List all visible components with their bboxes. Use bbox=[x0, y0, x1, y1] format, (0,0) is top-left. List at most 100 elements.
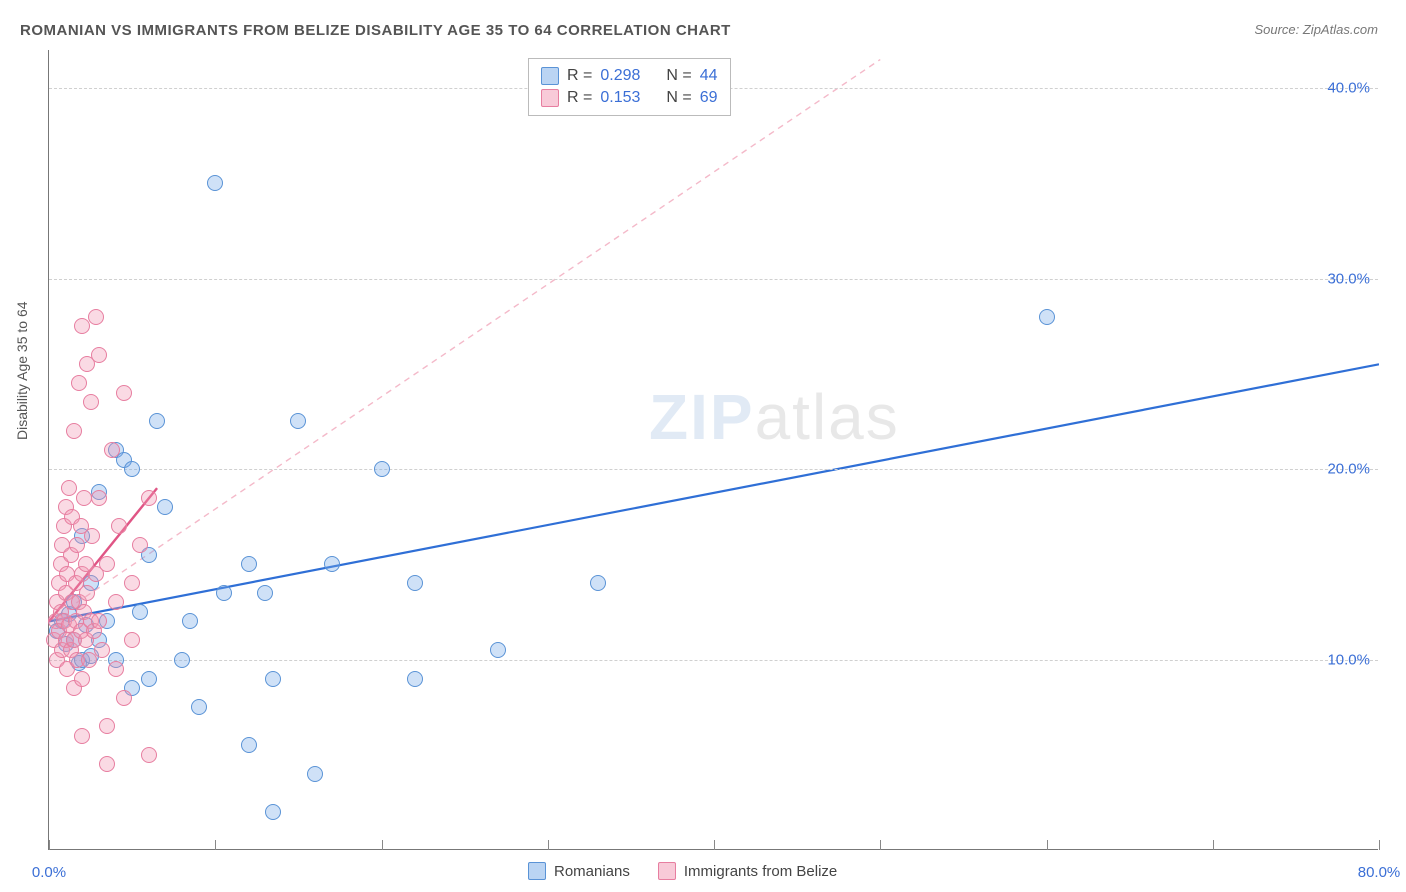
data-point bbox=[182, 613, 198, 629]
data-point bbox=[99, 756, 115, 772]
data-point bbox=[407, 575, 423, 591]
stats-n-label: N = bbox=[666, 89, 691, 107]
x-tick bbox=[1047, 840, 1048, 850]
data-point bbox=[307, 766, 323, 782]
x-tick bbox=[1213, 840, 1214, 850]
data-point bbox=[207, 175, 223, 191]
stats-row: R = 0.153 N = 69 bbox=[541, 87, 718, 109]
data-point bbox=[141, 747, 157, 763]
data-point bbox=[241, 737, 257, 753]
data-point bbox=[74, 671, 90, 687]
data-point bbox=[174, 652, 190, 668]
x-tick bbox=[1379, 840, 1380, 850]
stats-r-label: R = bbox=[567, 67, 592, 85]
source-name: ZipAtlas.com bbox=[1303, 22, 1378, 37]
data-point bbox=[91, 613, 107, 629]
data-point bbox=[124, 461, 140, 477]
y-axis-label: Disability Age 35 to 64 bbox=[14, 301, 30, 440]
x-tick bbox=[714, 840, 715, 850]
watermark-bold: ZIP bbox=[649, 381, 755, 453]
data-point bbox=[374, 461, 390, 477]
data-point bbox=[91, 347, 107, 363]
legend-label: Romanians bbox=[554, 863, 630, 880]
stats-r-value: 0.153 bbox=[600, 89, 640, 107]
data-point bbox=[84, 528, 100, 544]
stats-n-label: N = bbox=[666, 67, 691, 85]
gridline bbox=[49, 279, 1378, 280]
data-point bbox=[99, 718, 115, 734]
data-point bbox=[590, 575, 606, 591]
x-tick bbox=[382, 840, 383, 850]
legend-swatch-pink bbox=[658, 862, 676, 880]
data-point bbox=[290, 413, 306, 429]
data-point bbox=[66, 423, 82, 439]
stats-r-label: R = bbox=[567, 89, 592, 107]
data-point bbox=[104, 442, 120, 458]
data-point bbox=[108, 594, 124, 610]
legend-item: Romanians bbox=[528, 862, 630, 880]
data-point bbox=[407, 671, 423, 687]
data-point bbox=[94, 642, 110, 658]
source-attribution: Source: ZipAtlas.com bbox=[1254, 22, 1378, 37]
data-point bbox=[141, 671, 157, 687]
gridline bbox=[49, 660, 1378, 661]
data-point bbox=[88, 309, 104, 325]
data-point bbox=[216, 585, 232, 601]
stats-swatch-blue bbox=[541, 67, 559, 85]
data-point bbox=[124, 632, 140, 648]
data-point bbox=[157, 499, 173, 515]
data-point bbox=[76, 490, 92, 506]
stats-swatch-pink bbox=[541, 89, 559, 107]
source-prefix: Source: bbox=[1254, 22, 1302, 37]
data-point bbox=[132, 537, 148, 553]
data-point bbox=[99, 556, 115, 572]
stats-r-value: 0.298 bbox=[600, 67, 640, 85]
legend-item: Immigrants from Belize bbox=[658, 862, 837, 880]
data-point bbox=[241, 556, 257, 572]
data-point bbox=[116, 385, 132, 401]
data-point bbox=[257, 585, 273, 601]
data-point bbox=[324, 556, 340, 572]
data-point bbox=[91, 490, 107, 506]
data-point bbox=[265, 804, 281, 820]
watermark: ZIPatlas bbox=[649, 380, 900, 454]
plot-area: ZIPatlas 10.0%20.0%30.0%40.0%0.0%80.0% bbox=[48, 50, 1378, 850]
stats-box: R = 0.298 N = 44 R = 0.153 N = 69 bbox=[528, 58, 731, 116]
data-point bbox=[191, 699, 207, 715]
data-point bbox=[141, 490, 157, 506]
data-point bbox=[116, 690, 132, 706]
data-point bbox=[132, 604, 148, 620]
y-tick-label: 30.0% bbox=[1327, 270, 1370, 287]
stats-n-value: 44 bbox=[700, 67, 718, 85]
data-point bbox=[490, 642, 506, 658]
y-tick-label: 10.0% bbox=[1327, 651, 1370, 668]
data-point bbox=[74, 728, 90, 744]
data-point bbox=[71, 375, 87, 391]
x-tick bbox=[880, 840, 881, 850]
data-point bbox=[108, 661, 124, 677]
data-point bbox=[61, 480, 77, 496]
y-tick-label: 20.0% bbox=[1327, 461, 1370, 478]
legend-label: Immigrants from Belize bbox=[684, 863, 837, 880]
x-tick-label: 0.0% bbox=[32, 864, 66, 881]
chart-title: ROMANIAN VS IMMIGRANTS FROM BELIZE DISAB… bbox=[20, 22, 731, 39]
data-point bbox=[69, 537, 85, 553]
data-point bbox=[83, 394, 99, 410]
stats-n-value: 69 bbox=[700, 89, 718, 107]
x-tick-label: 80.0% bbox=[1358, 864, 1401, 881]
data-point bbox=[265, 671, 281, 687]
trend-lines-svg bbox=[49, 50, 1379, 850]
trend-line bbox=[49, 364, 1379, 621]
data-point bbox=[111, 518, 127, 534]
x-tick bbox=[548, 840, 549, 850]
trend-line bbox=[49, 60, 880, 622]
y-tick-label: 40.0% bbox=[1327, 80, 1370, 97]
data-point bbox=[79, 585, 95, 601]
data-point bbox=[149, 413, 165, 429]
watermark-thin: atlas bbox=[755, 381, 900, 453]
gridline bbox=[49, 469, 1378, 470]
stats-row: R = 0.298 N = 44 bbox=[541, 65, 718, 87]
bottom-legend: Romanians Immigrants from Belize bbox=[528, 862, 837, 880]
x-tick bbox=[49, 840, 50, 850]
legend-swatch-blue bbox=[528, 862, 546, 880]
